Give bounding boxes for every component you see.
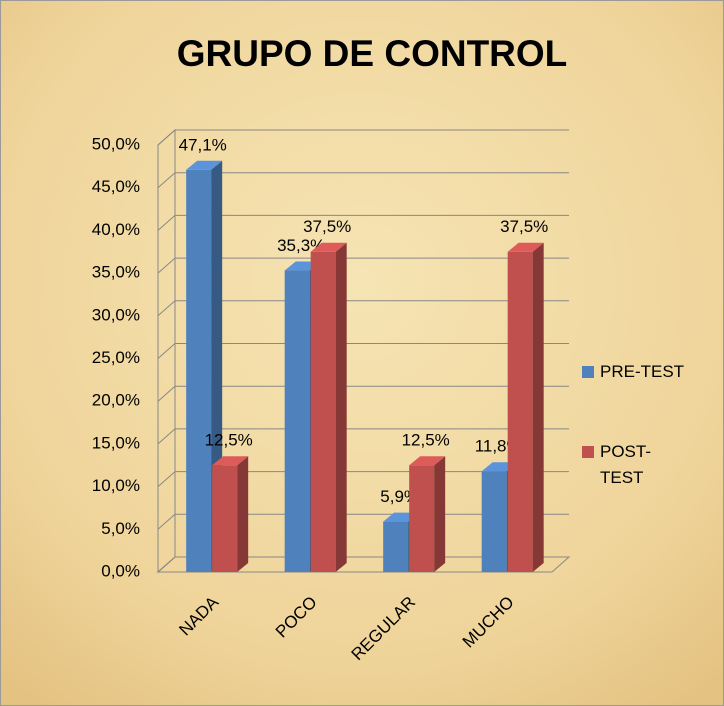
bar-front xyxy=(310,251,336,572)
grid-line xyxy=(157,428,569,445)
bar xyxy=(310,242,347,572)
y-tick-label: 35,0% xyxy=(92,263,140,282)
bar xyxy=(409,456,446,572)
legend-swatch xyxy=(582,446,594,458)
bar-front xyxy=(481,471,507,572)
grid-line xyxy=(157,343,569,359)
legend-swatch xyxy=(582,366,594,378)
legend-label: PRE-TEST xyxy=(600,362,685,381)
y-tick-label: 15,0% xyxy=(92,433,140,452)
y-tick-label: 0,0% xyxy=(101,561,140,580)
grid-line xyxy=(157,257,569,274)
y-tick-label: 30,0% xyxy=(92,305,140,324)
bar-front xyxy=(383,521,409,572)
bar-front xyxy=(212,465,238,572)
bar-front xyxy=(507,251,533,572)
chart-title: GRUPO DE CONTROL xyxy=(177,33,568,74)
legend-label: POST-TEST xyxy=(600,442,652,487)
bar-side xyxy=(532,242,544,572)
y-tick-label: 45,0% xyxy=(92,177,140,196)
data-label: 47,1% xyxy=(179,135,227,154)
bar-side xyxy=(237,456,249,572)
bar-front xyxy=(409,465,435,572)
grid-line xyxy=(157,129,569,146)
y-tick-label: 25,0% xyxy=(92,348,140,367)
grid-line xyxy=(157,300,569,317)
bar xyxy=(507,242,544,572)
data-label: 37,5% xyxy=(303,217,351,236)
bar-top xyxy=(409,456,446,466)
y-tick-label: 40,0% xyxy=(92,220,140,239)
bar-top xyxy=(186,160,223,170)
bar-top xyxy=(507,242,544,252)
grid-line xyxy=(157,172,569,189)
y-tick-label: 50,0% xyxy=(92,134,140,153)
grid-line xyxy=(157,385,569,402)
grid-line xyxy=(157,214,569,231)
bar-side xyxy=(434,456,446,572)
bar-front xyxy=(284,270,310,572)
data-label: 12,5% xyxy=(402,431,450,450)
legend-item: POST-TEST xyxy=(600,442,652,487)
y-tick-label: 5,0% xyxy=(101,519,140,538)
bar xyxy=(212,456,249,572)
bar-top xyxy=(212,456,249,466)
data-label: 37,5% xyxy=(500,217,548,236)
data-label: 12,5% xyxy=(205,431,253,450)
y-tick-label: 20,0% xyxy=(92,391,140,410)
bar-top xyxy=(310,242,347,252)
legend-item: PRE-TEST xyxy=(600,362,685,381)
y-tick-label: 10,0% xyxy=(92,476,140,495)
bar-side xyxy=(335,242,347,572)
bar-front xyxy=(186,169,212,573)
